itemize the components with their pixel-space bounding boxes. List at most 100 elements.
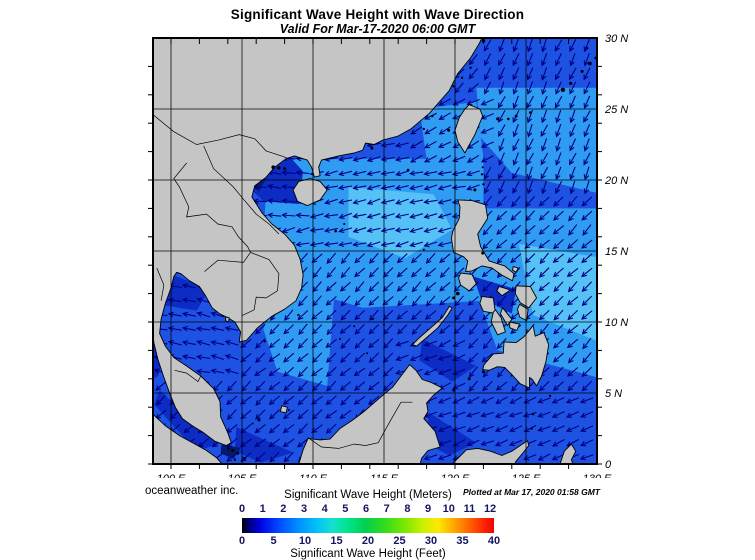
land-leyte: [517, 303, 529, 322]
island-dot: [257, 418, 261, 422]
lon-label: 130 E: [583, 473, 612, 478]
meter-tick-label: 4: [321, 503, 328, 515]
island-dot: [271, 165, 276, 169]
island-dot: [243, 457, 247, 460]
island-dot: [507, 117, 510, 121]
lat-label: 15 N: [605, 246, 628, 258]
island-dot: [467, 377, 471, 381]
island-dot: [236, 451, 240, 455]
feet-tick-label: 40: [487, 535, 501, 547]
feet-tick-label: 15: [330, 535, 343, 547]
land-borneo: [298, 364, 443, 464]
island-dot: [481, 370, 485, 374]
island-dot: [283, 167, 286, 171]
sea-region-visayan-dark: [473, 276, 517, 314]
feet-tick-label: 35: [456, 535, 469, 547]
border-cambodia-border: [204, 251, 280, 316]
meter-tick-label: 3: [300, 503, 308, 515]
island-dot: [530, 427, 533, 430]
feet-tick-label: 30: [424, 535, 438, 547]
land-hainan: [292, 178, 328, 207]
land-mindoro: [458, 272, 477, 292]
island-dot: [531, 413, 535, 416]
land-masbate: [496, 286, 511, 297]
island-dot: [227, 447, 230, 450]
land-phu-quoc: [225, 316, 230, 323]
island-dot: [548, 394, 552, 397]
lat-label: 0: [605, 459, 612, 471]
island-dot: [231, 449, 235, 452]
colorbar-feet-ticks: 0 5 10 15 20 25 30 35 40: [0, 535, 755, 547]
island-dot: [456, 291, 460, 296]
border-kalimantan-border: [307, 401, 413, 449]
island-dot: [529, 111, 532, 114]
island-dot: [560, 87, 566, 93]
land-halmahera: [559, 443, 577, 464]
lat-label: 5 N: [605, 388, 622, 400]
island-dot: [452, 85, 455, 88]
island-dot: [263, 340, 266, 343]
credit-plotted-time: Plotted at Mar 17, 2020 01:58 GMT: [463, 487, 600, 497]
island-dot: [422, 248, 425, 251]
lat-label: 20 N: [604, 175, 628, 187]
island-dot: [277, 166, 281, 170]
meter-tick-label: 12: [483, 503, 497, 515]
lon-label: 100 E: [157, 473, 186, 478]
island-dot: [343, 223, 346, 225]
island-dot: [452, 388, 455, 392]
land-natuna: [279, 405, 288, 414]
island-dot: [469, 66, 472, 70]
frame-ticks: [148, 39, 602, 469]
credit-oceanweather: oceanweather inc.: [145, 485, 239, 497]
island-dot: [480, 173, 484, 176]
island-dot: [481, 166, 484, 169]
meter-tick-label: 6: [362, 503, 370, 515]
colorbar-meter-ticks: 0 1 2 3 4 5 6 7 8 9 10 11 12: [0, 503, 755, 515]
sea-region-east-taiwan-2m: [476, 87, 597, 193]
meter-tick-label: 5: [342, 503, 349, 515]
meter-tick-label: 10: [442, 503, 455, 515]
island-dot: [297, 313, 300, 316]
border-laos-vietnam-border: [203, 145, 280, 235]
island-dot: [586, 46, 589, 49]
border-china-south-border: [153, 114, 287, 159]
island-dot: [447, 128, 451, 132]
island-dot: [482, 183, 485, 186]
border-laos-thailand-border: [173, 162, 251, 253]
island-dot: [496, 117, 500, 121]
lat-label: 10 N: [605, 317, 628, 329]
meter-tick-label: 0: [238, 503, 246, 515]
land-mindanao: [482, 325, 550, 389]
sea-region-central-core-2p5m: [348, 187, 453, 259]
meter-tick-label: 9: [424, 503, 432, 515]
lon-label: 110 E: [299, 473, 328, 478]
valid-time-subtitle: Valid For Mar-17-2020 06:00 GMT: [279, 22, 476, 36]
lon-label: 120 E: [441, 473, 470, 478]
page-title: Significant Wave Height with Wave Direct…: [230, 7, 525, 22]
feet-tick-label: 5: [270, 535, 277, 547]
land-bohol: [509, 321, 521, 331]
feet-tick-label: 25: [393, 535, 406, 547]
land-luzon: [450, 199, 515, 282]
colorbar-title-feet: Significant Wave Height (Feet): [290, 548, 446, 560]
land-sulawesi-north: [451, 440, 530, 464]
island-dot: [473, 188, 477, 192]
island-dot: [569, 81, 573, 85]
border-malaysia-thailand-border: [174, 369, 202, 383]
lon-label: 105 E: [228, 473, 257, 478]
land-catanduanes: [512, 266, 519, 273]
land-layer: [153, 38, 597, 464]
island-dot: [588, 61, 592, 66]
island-dot: [580, 69, 584, 73]
land-panay: [479, 295, 496, 314]
island-dot: [334, 229, 338, 233]
island-dot: [422, 127, 425, 131]
meter-tick-label: 1: [259, 503, 266, 515]
axis-labels: 100 E 105 E 110 E 115 E 120 E 125 E 130 E 30 N 2…: [157, 33, 629, 478]
colorbar-title-meters: Significant Wave Height (Meters): [284, 489, 452, 501]
island-dot: [353, 325, 356, 328]
land-taiwan: [454, 104, 484, 154]
lon-label: 125 E: [512, 473, 541, 478]
border-thailand-myanmar-border: [156, 267, 165, 301]
